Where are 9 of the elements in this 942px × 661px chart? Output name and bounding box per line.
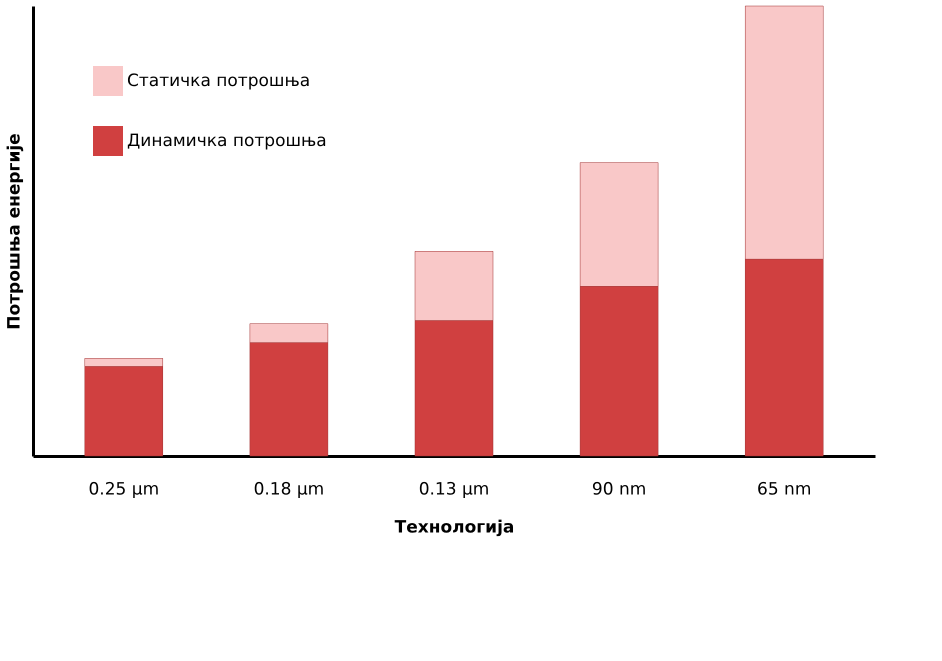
- legend-label: Статичка потрошња: [127, 71, 310, 91]
- x-tick-label: 0.18 µm: [254, 480, 324, 500]
- x-tick-label: 0.25 µm: [88, 480, 160, 500]
- legend-label: Динамичка потрошња: [127, 131, 327, 151]
- x-tick-label: 90 nm: [592, 480, 646, 500]
- x-tick-label: 0.13 µm: [418, 480, 490, 500]
- x-axis-title: Технологија: [394, 518, 514, 538]
- x-tick-label: 65 nm: [757, 480, 812, 500]
- y-axis-title: Потрошња енергије: [4, 133, 24, 330]
